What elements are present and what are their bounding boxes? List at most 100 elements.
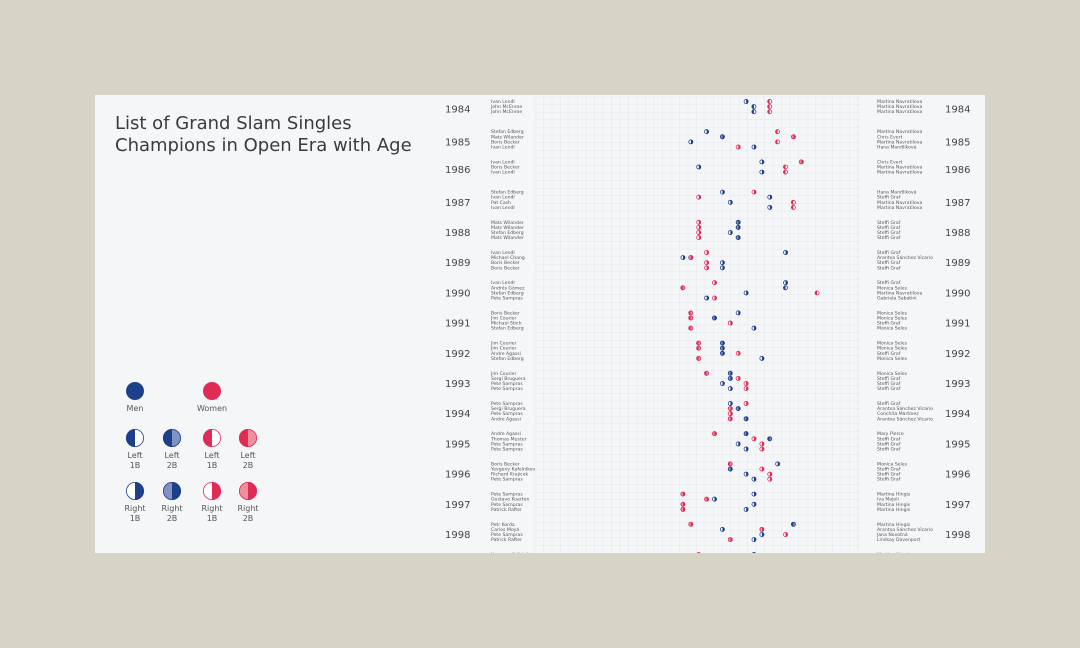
women-point	[767, 476, 773, 482]
women-point	[743, 381, 749, 386]
year-label-right: 1996	[945, 470, 970, 481]
men-champion-name: Richard Krajicek	[491, 472, 529, 478]
year-label-right: 1988	[945, 228, 970, 239]
men-point	[743, 506, 749, 512]
men-champion-name: Jim Courier	[490, 346, 516, 352]
women-point	[727, 537, 733, 543]
women-point	[727, 406, 733, 412]
women-champion-name: Martina Hingis	[877, 552, 911, 553]
women-point	[751, 189, 757, 195]
men-point	[712, 315, 717, 321]
women-champion-name: Monica Seles	[877, 316, 908, 322]
men-champion-name: Stefan Edberg	[491, 129, 524, 135]
year-label-right: 1987	[945, 198, 970, 209]
women-champion-name: Martina Navratilova	[877, 99, 922, 105]
women-champion-name: Martina Navratilova	[877, 200, 922, 206]
women-champion-name: Hana Mandlíková	[877, 189, 917, 196]
legend-type-label: Left 2B	[240, 451, 256, 470]
men-champion-name: Boris Becker	[491, 139, 520, 145]
women-point	[759, 466, 765, 472]
men-champion-name: Boris Becker	[491, 165, 520, 171]
grid-lines	[534, 95, 860, 553]
women-point	[735, 375, 741, 381]
women-champion-name: Chris Evert	[877, 134, 902, 140]
women-champion-name: Martina Navratilova	[877, 139, 922, 145]
men-point	[727, 199, 733, 205]
men-point	[735, 219, 741, 225]
year-label-left: 1998	[445, 530, 470, 541]
year-label-left: 1993	[445, 379, 470, 390]
men-champion-name: Pete Sampras	[491, 381, 523, 387]
year-label-left: 1996	[445, 470, 470, 481]
men-champion-name: Gustavo Kuerten	[491, 497, 530, 503]
women-champion-name: Conchita Martínez	[877, 410, 919, 417]
women-champion-name: Monica Seles	[877, 310, 908, 316]
women-champion-name: Arantxa Sánchez Vicario	[877, 254, 933, 261]
men-point	[735, 224, 741, 230]
men-champion-name: Boris Becker	[491, 310, 520, 316]
men-champion-name: Petr Korda	[491, 522, 515, 528]
men-point	[759, 159, 765, 165]
men-point	[783, 280, 788, 286]
year-label-right: 1998	[945, 530, 970, 541]
men-champion-name: Ivan Lendl	[491, 145, 515, 151]
men-champion-name: Stefan Edberg	[491, 230, 524, 236]
men-point	[696, 164, 702, 170]
men-point	[783, 285, 788, 291]
men-champion-name: Mats Wilander	[491, 220, 524, 226]
men-champion-name: Pete Sampras	[491, 477, 523, 483]
women-point	[704, 496, 709, 502]
men-champion-name: Pete Sampras	[491, 296, 523, 302]
women-champion-name: Steffi Graf	[877, 321, 901, 327]
women-champion-name: Lindsay Davenport	[877, 537, 920, 543]
year-label-left: 1985	[445, 137, 470, 148]
men-point	[767, 194, 773, 200]
women-point	[704, 265, 709, 271]
chart-card: List of Grand Slam Singles Champions in …	[95, 95, 985, 553]
legend-w-r1-icon	[203, 481, 222, 500]
men-point	[752, 552, 756, 553]
women-champion-name: Monica Seles	[877, 341, 908, 347]
women-champion-name: Iva Majoli	[877, 497, 899, 503]
men-champion-name: Pete Sampras	[491, 411, 523, 417]
women-champion-name: Steffi Graf	[877, 265, 901, 271]
men-champion-name: Jim Courier	[490, 371, 516, 377]
women-champion-name: Steffi Graf	[877, 401, 901, 407]
men-champion-name: Boris Becker	[491, 265, 520, 271]
women-point	[759, 441, 765, 447]
men-point	[719, 260, 725, 266]
year-label-left: 1987	[445, 198, 470, 209]
women-champion-name: Martina Navratilova	[877, 104, 922, 110]
men-point	[704, 295, 709, 301]
men-point	[719, 189, 725, 195]
women-point	[814, 290, 820, 296]
men-point	[751, 491, 757, 497]
men-point	[751, 501, 757, 507]
women-point	[704, 260, 709, 266]
men-champion-name: Ivan Lendl	[491, 280, 515, 286]
legend-type-label: Left 2B	[164, 451, 180, 470]
men-champion-name: Boris Becker	[491, 260, 520, 266]
year-label-left: 1995	[445, 439, 470, 450]
women-champion-name: Arantxa Sánchez Vicario	[877, 405, 933, 412]
men-champion-name: Andre Agassi	[491, 351, 521, 357]
women-point	[680, 491, 686, 497]
women-point	[696, 552, 701, 553]
women-champion-name: Martina Navratilova	[877, 290, 922, 296]
men-champion-name: Pete Sampras	[491, 532, 523, 538]
men-point	[767, 436, 773, 442]
men-champion-name: Mats Wilander	[491, 225, 524, 231]
year-row-1999: 19991999Yevgeny KafelnikovAndre AgassiPe…	[490, 552, 911, 553]
men-champion-name: Ivan Lendl	[491, 205, 515, 211]
men-point	[719, 265, 725, 271]
legend-marks	[125, 382, 257, 500]
legend-label-men: Men	[126, 404, 144, 413]
